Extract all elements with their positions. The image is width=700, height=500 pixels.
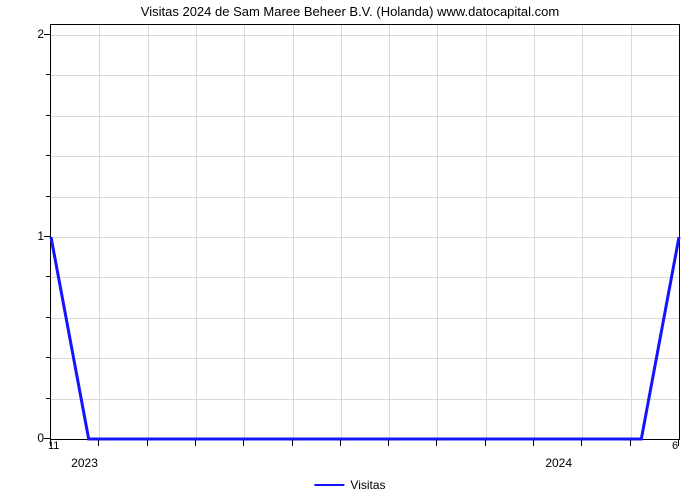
chart-title: Visitas 2024 de Sam Maree Beheer B.V. (H… <box>0 4 700 19</box>
y-axis-tick-label: 2 <box>4 27 44 41</box>
y-axis-minor-tick <box>46 357 50 358</box>
y-axis-minor-tick <box>46 196 50 197</box>
y-axis-tick-label: 0 <box>4 431 44 445</box>
x-axis-tick-mark <box>195 440 196 446</box>
x-axis-left-text: 11 <box>48 440 59 452</box>
x-axis-tick-label: 2024 <box>545 456 572 470</box>
x-axis-tick-mark <box>678 440 679 446</box>
plot-area <box>50 24 680 440</box>
y-axis-tick-mark <box>44 438 50 439</box>
y-axis-minor-tick <box>46 74 50 75</box>
x-axis-tick-mark <box>533 440 534 446</box>
y-axis-minor-tick <box>46 155 50 156</box>
y-axis-minor-tick <box>46 115 50 116</box>
legend-swatch <box>314 484 344 486</box>
x-axis-tick-label: 2023 <box>71 456 98 470</box>
y-axis-tick-label: 1 <box>4 229 44 243</box>
y-axis-tick-mark <box>44 34 50 35</box>
x-axis-tick-mark <box>388 440 389 446</box>
x-axis-tick-mark <box>485 440 486 446</box>
x-axis-tick-mark <box>292 440 293 446</box>
x-axis-tick-mark <box>98 440 99 446</box>
x-axis-right-text: 6 <box>672 440 678 452</box>
legend-label: Visitas <box>350 478 385 492</box>
x-axis-tick-mark <box>630 440 631 446</box>
x-axis-tick-mark <box>147 440 148 446</box>
x-axis-tick-mark <box>436 440 437 446</box>
data-series-line <box>51 25 679 439</box>
legend: Visitas <box>314 478 385 492</box>
y-axis-minor-tick <box>46 398 50 399</box>
chart-container: Visitas 2024 de Sam Maree Beheer B.V. (H… <box>0 0 700 500</box>
y-axis-minor-tick <box>46 317 50 318</box>
x-axis-tick-mark <box>581 440 582 446</box>
y-axis-minor-tick <box>46 276 50 277</box>
x-axis-tick-mark <box>243 440 244 446</box>
x-axis-tick-mark <box>340 440 341 446</box>
y-axis-tick-mark <box>44 236 50 237</box>
